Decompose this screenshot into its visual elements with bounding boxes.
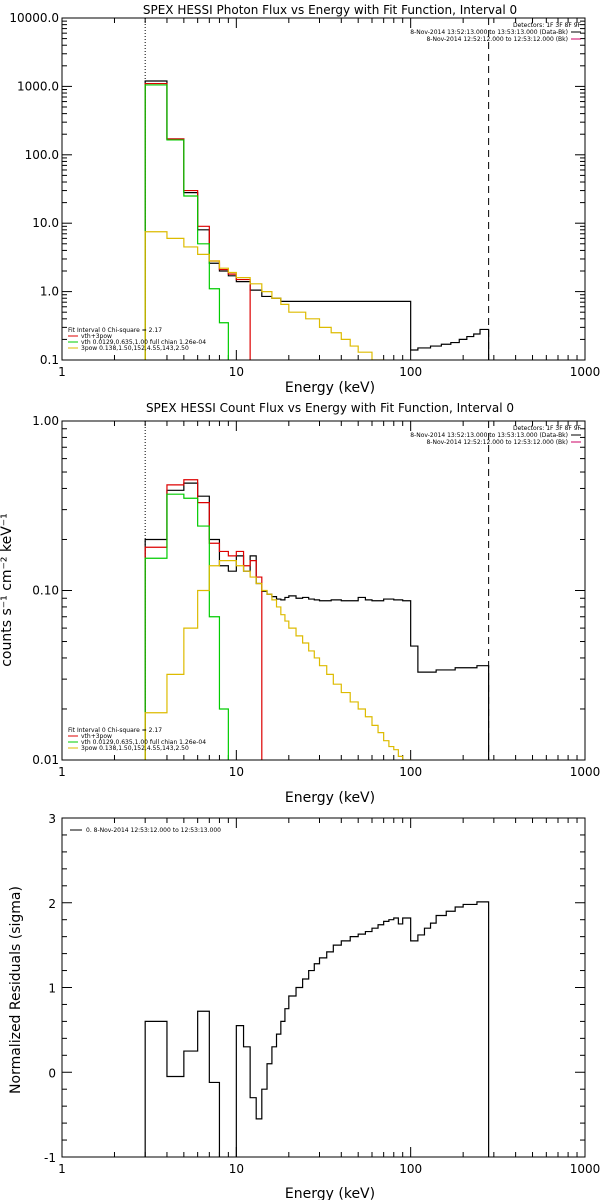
legend-entry: 3pow 0.138,1.50,152,4.55,143,2.50 (81, 345, 189, 352)
x-tick-label: 1000 (570, 1162, 600, 1176)
y-tick-label: 3 (48, 812, 56, 826)
panel-title: SPEX HESSI Count Flux vs Energy with Fit… (146, 401, 514, 415)
count-flux-panel: SPEX HESSI Count Flux vs Energy with Fit… (0, 401, 600, 806)
series-vth-3pow (144, 479, 263, 760)
x-tick-label: 10 (229, 1162, 244, 1176)
series-data-bk (144, 80, 490, 360)
legend-entry: vth+3pow (81, 333, 112, 340)
y-tick-label: 1000.0 (17, 79, 59, 93)
legend-entry: 0. 8-Nov-2014 12:53:12.000 to 12:53:13.0… (86, 827, 221, 834)
x-tick-label: 1 (58, 365, 66, 379)
x-tick-label: 100 (399, 765, 422, 779)
legend-entry: 3pow 0.138,1.50,152,4.55,143,2.50 (81, 745, 189, 752)
y-tick-label: 10.0 (32, 216, 59, 230)
x-tick-label: 100 (399, 365, 422, 379)
panel-title: SPEX HESSI Photon Flux vs Energy with Fi… (143, 3, 517, 17)
series-vth (144, 493, 229, 760)
x-axis-label: Energy (keV) (285, 790, 375, 806)
legend-fit-header: Fit Interval 0 Chi-square = 2.17 (68, 727, 162, 734)
photon-flux-panel: SPEX HESSI Photon Flux vs Energy with Fi… (9, 3, 600, 396)
y-tick-label: 1 (48, 982, 56, 996)
series-3pow (144, 560, 412, 760)
y-tick-label: 10000.0 (9, 11, 59, 25)
x-axis-label: Energy (keV) (285, 380, 375, 396)
x-tick-label: 1 (58, 1162, 66, 1176)
legend-header: Detectors: 1F 3F 8F 9F (513, 22, 582, 29)
x-tick-label: 10 (229, 765, 244, 779)
residuals-panel: Energy (keV) Normalized Residuals (sigma… (8, 812, 600, 1200)
x-tick-label: 1000 (570, 765, 600, 779)
x-tick-label: 10 (229, 365, 244, 379)
y-axis-label: Normalized Residuals (sigma) (8, 886, 24, 1094)
x-tick-label: 1 (58, 765, 66, 779)
legend-header: Detectors: 1F 3F 8F 9F (513, 425, 582, 432)
legend-entry: vth+3pow (81, 733, 112, 740)
legend-entry: 8-Nov-2014 13:52:13.000 to 13:53:13.000 … (410, 432, 568, 439)
y-tick-label: 1.00 (32, 414, 59, 428)
legend-entry: vth 0.0129,0.635,1.00 full chian 1.26e-0… (81, 739, 206, 746)
y-tick-label: 0.1 (40, 353, 59, 367)
x-tick-label: 100 (399, 1162, 422, 1176)
series-vth (144, 84, 229, 360)
y-tick-label: 0.10 (32, 584, 59, 598)
series-0- (144, 901, 490, 1157)
plot-frame (61, 420, 586, 761)
y-tick-label: -1 (44, 1151, 56, 1165)
y-tick-label: 0.01 (32, 753, 59, 767)
legend-entry: 8-Nov-2014 12:52:12.000 to 12:53:12.000 … (426, 36, 568, 43)
y-tick-label: 100.0 (25, 148, 59, 162)
plot-frame (61, 817, 586, 1158)
y-tick-label: 2 (48, 897, 56, 911)
legend-fit-header: Fit Interval 0 Chi-square = 2.17 (68, 327, 162, 334)
legend-entry: 8-Nov-2014 13:52:13.000 to 13:53:13.000 … (410, 29, 568, 36)
legend-entry: vth 0.0129,0.635,1.00 full chian 1.26e-0… (81, 339, 206, 346)
y-axis-label: counts s⁻¹ cm⁻² keV⁻¹ (0, 513, 15, 667)
x-tick-label: 1000 (570, 365, 600, 379)
legend-entry: 8-Nov-2014 12:52:12.000 to 12:53:12.000 … (426, 439, 568, 446)
y-tick-label: 1.0 (40, 285, 59, 299)
plot-frame (61, 17, 586, 361)
y-tick-label: 0 (48, 1066, 56, 1080)
x-axis-label: Energy (keV) (285, 1186, 375, 1200)
series-3pow (144, 231, 385, 360)
series-data-bk (144, 482, 490, 760)
